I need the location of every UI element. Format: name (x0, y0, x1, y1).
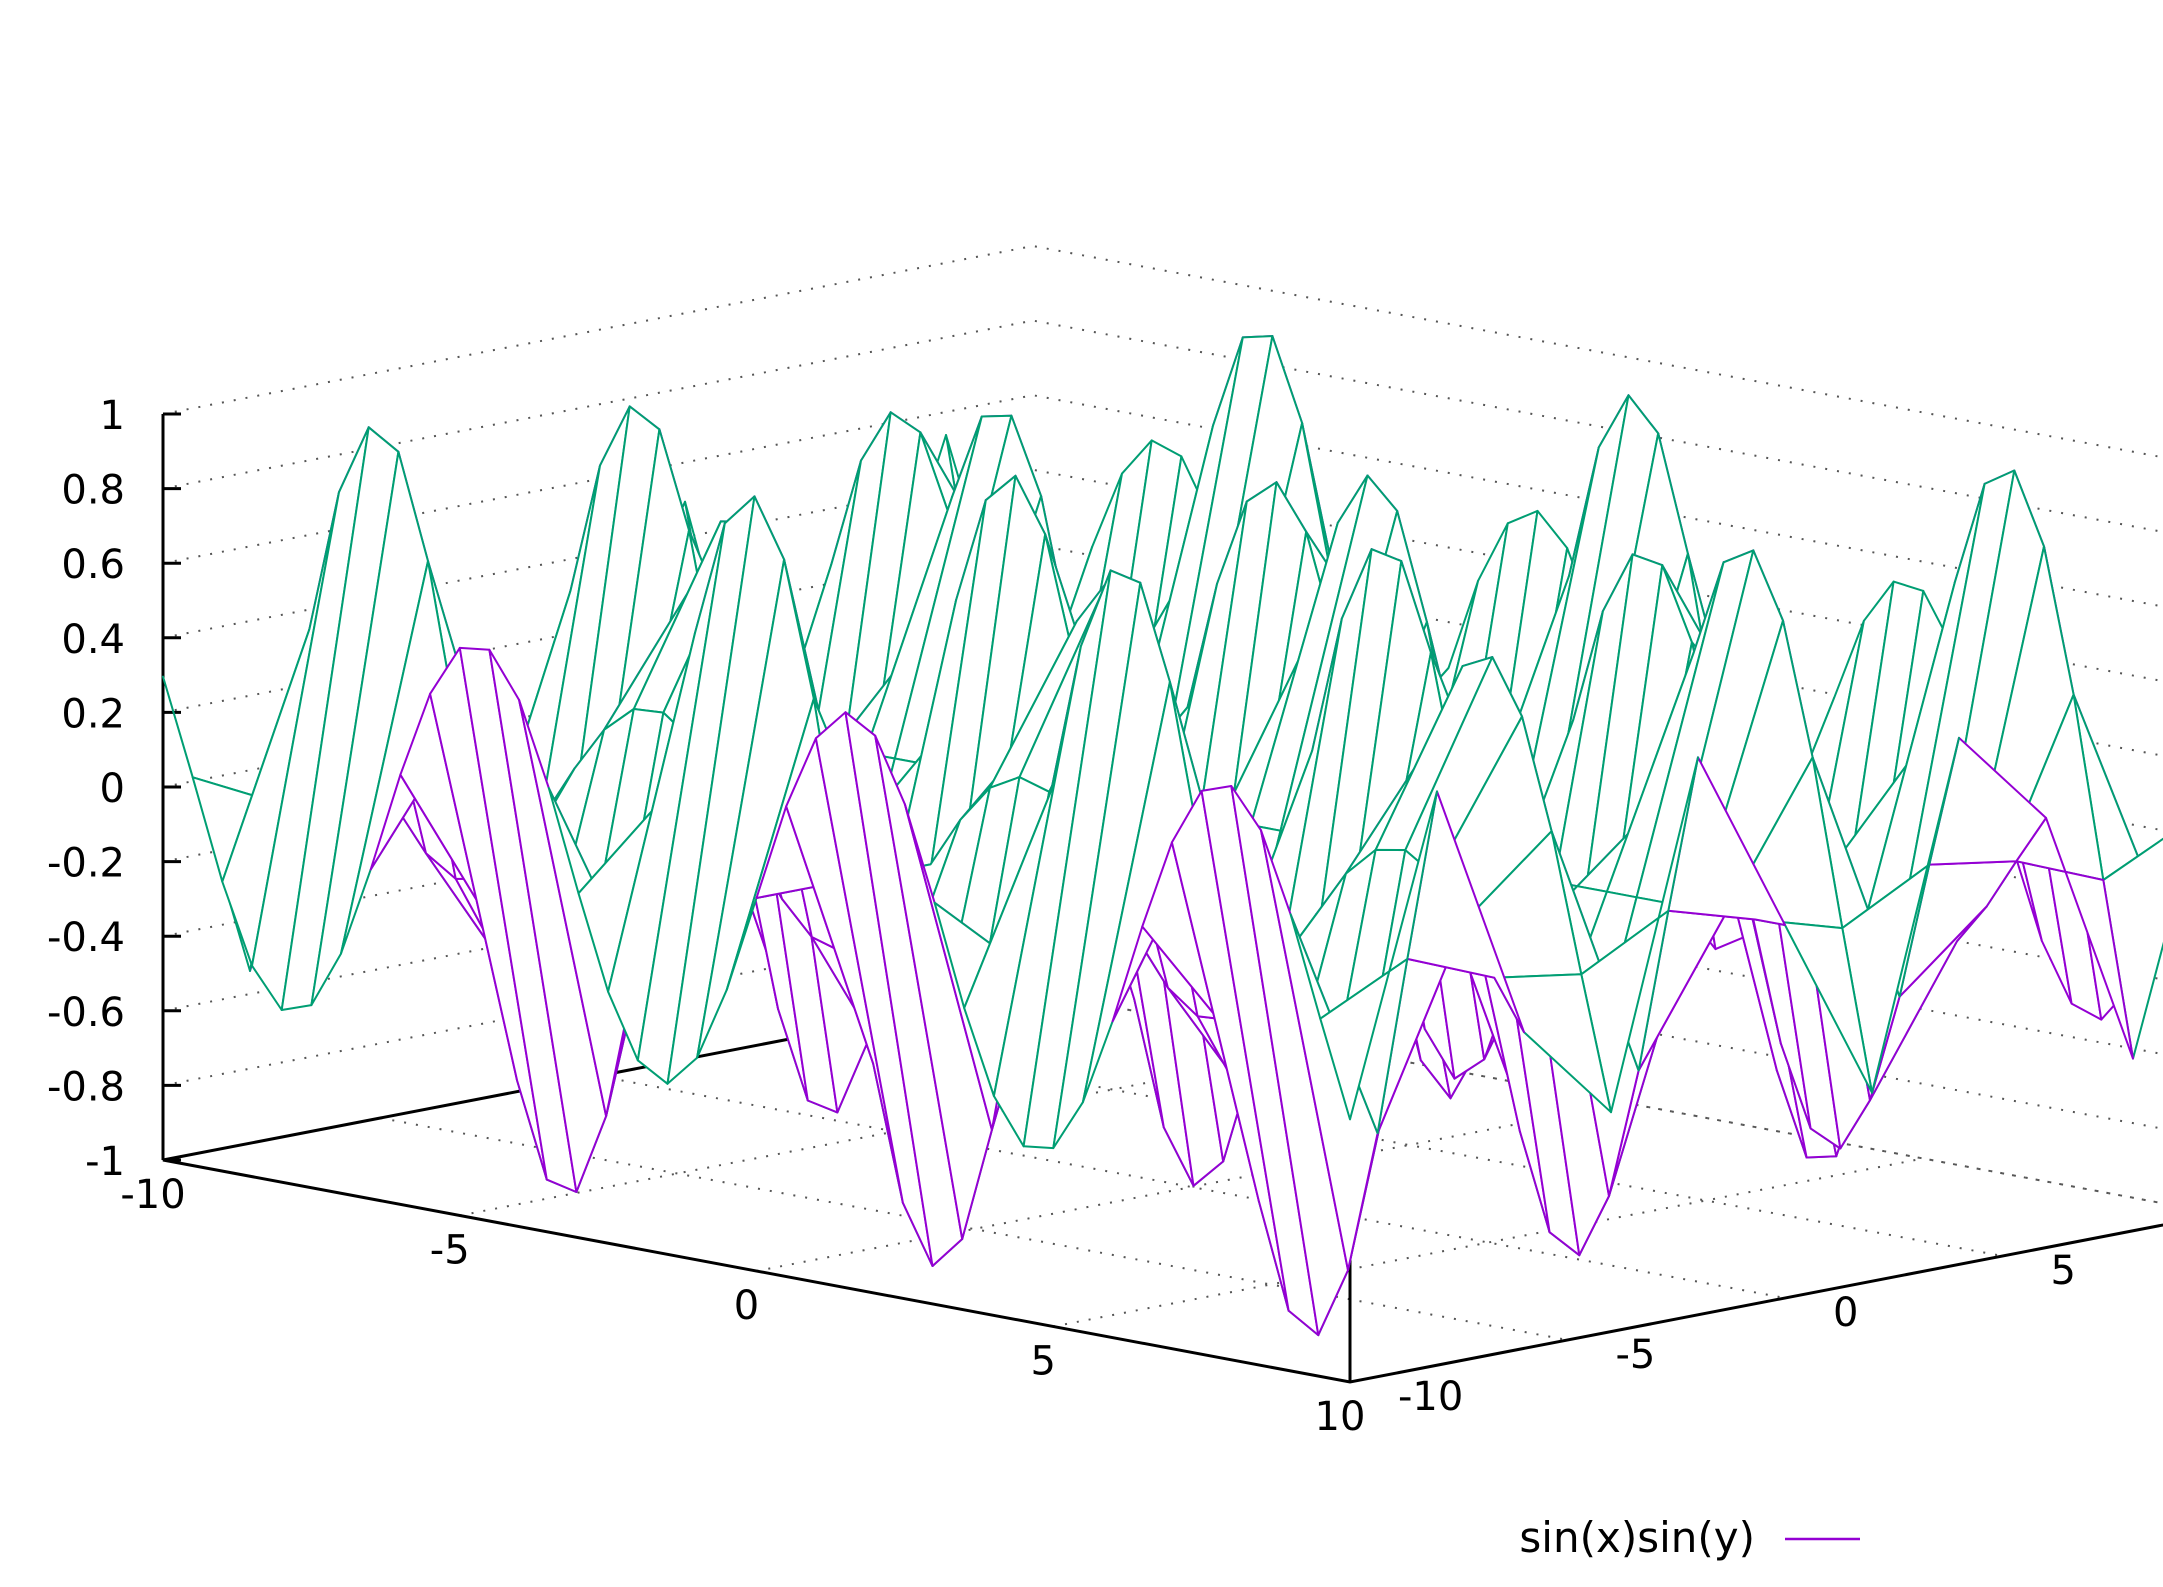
y-tick-label: 0 (1833, 1290, 1858, 1336)
x-tick-label: -5 (430, 1228, 470, 1274)
z-tick-label: 0.4 (61, 617, 125, 663)
z-tick-label: -1 (85, 1139, 125, 1185)
z-tick-label: 1 (100, 393, 125, 439)
z-tick-label: -0.6 (47, 990, 125, 1036)
z-tick-label: 0.8 (61, 468, 125, 514)
x-tick-label: 5 (1031, 1339, 1056, 1385)
legend-label: sin(x)sin(y) (1519, 1513, 1755, 1562)
z-tick-label: -0.8 (47, 1064, 125, 1110)
z-gridline (162, 244, 2163, 459)
x-tick-label: 0 (734, 1283, 759, 1329)
x-tick-label: 10 (1315, 1394, 1366, 1440)
tick-labels: -1 -0.8 -0.6 -0.4 -0.2 0 0.2 0.4 0.6 0.8 1 -10 -5 0 5 1… (47, 393, 2076, 1440)
x-tick-label: -10 (120, 1172, 185, 1218)
z-tick-label: 0 (100, 766, 125, 812)
mesh-cell (1319, 790, 1438, 1121)
legend: sin(x)sin(y) (1519, 1513, 1860, 1562)
z-tick-label: -0.4 (47, 915, 125, 961)
mesh-cell (2102, 837, 2163, 1060)
y-tick-label: -10 (1398, 1374, 1463, 1420)
z-tick-label: -0.2 (47, 841, 125, 887)
z-tick-label: 0.2 (61, 691, 125, 737)
y-tick-label: -5 (1616, 1332, 1656, 1378)
y-tick-label: 5 (2051, 1248, 2076, 1294)
surface-mesh (162, 335, 2163, 1337)
z-tick-label: 0.6 (61, 542, 125, 588)
x-gridline (1053, 1157, 1924, 1328)
